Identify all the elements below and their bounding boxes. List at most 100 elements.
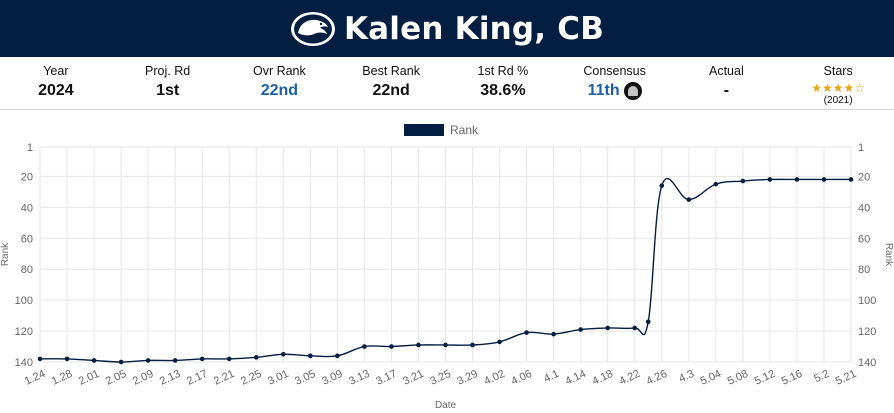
data-point — [497, 339, 502, 345]
stat-label: 1st Rd % — [477, 64, 529, 78]
stat-year: Year 2024 — [0, 57, 112, 109]
x-tick-label: 2.21 — [212, 368, 236, 388]
x-tick-label: 5.2 — [812, 368, 831, 385]
data-point — [172, 358, 178, 363]
player-name: Kalen King, CB — [343, 10, 605, 47]
data-point — [91, 358, 97, 363]
stat-best-rank: Best Rank 22nd — [335, 57, 447, 109]
x-tick-label: 3.05 — [293, 368, 317, 388]
stat-label: Stars — [823, 64, 853, 78]
x-tick-label: 4.14 — [563, 368, 587, 388]
y-tick-label-right: 20 — [858, 171, 870, 183]
x-tick-label: 4.1 — [542, 368, 561, 385]
x-tick-label: 5.04 — [699, 368, 723, 388]
stat-stars: Stars ★★★★☆ (2021) — [782, 57, 894, 109]
data-point — [659, 183, 665, 188]
data-point — [632, 325, 638, 331]
x-tick-label: 3.21 — [401, 368, 425, 388]
data-point — [335, 353, 340, 359]
stat-value: 22nd — [372, 82, 410, 99]
x-tick-label: 3.29 — [455, 368, 479, 388]
data-point — [118, 359, 124, 365]
y-tick-label-right: 60 — [858, 233, 870, 245]
stat-value: - — [723, 82, 730, 99]
stat-label: Year — [43, 64, 69, 78]
x-tick-label: 2.25 — [239, 368, 263, 388]
data-point — [821, 177, 827, 182]
data-point — [145, 358, 151, 363]
y-axis-title-left: Rank — [0, 242, 11, 266]
y-tick-label-right: 120 — [858, 326, 876, 338]
x-tick-label: 4.22 — [618, 368, 642, 388]
star-year: (2021) — [823, 95, 853, 106]
x-tick-label: 3.09 — [320, 368, 344, 388]
x-tick-label: 4.26 — [645, 368, 669, 388]
stat-label: Proj. Rd — [145, 64, 191, 78]
data-point — [64, 356, 70, 362]
data-point — [551, 331, 556, 337]
y-tick-label-right: 80 — [858, 264, 870, 276]
header-banner: Kalen King, CB — [0, 0, 894, 57]
stats-bar: Year 2024 Proj. Rd 1st Ovr Rank 22nd Bes… — [0, 57, 894, 110]
stat-label: Consensus — [583, 64, 646, 78]
x-tick-label: 3.25 — [428, 368, 452, 388]
y-tick-label-right: 1 — [858, 142, 864, 154]
x-tick-label: 1.28 — [50, 368, 74, 388]
y-tick-label-left: 20 — [21, 171, 33, 183]
data-point — [524, 330, 529, 335]
data-point — [226, 356, 232, 362]
x-tick-label: 3.01 — [266, 368, 290, 388]
x-tick-label: 4.02 — [482, 368, 506, 388]
y-tick-label-right: 40 — [858, 202, 870, 214]
x-tick-label: 3.17 — [374, 368, 398, 388]
stat-consensus: Consensus 11th — [559, 57, 671, 109]
x-tick-label: 1.24 — [23, 368, 47, 388]
x-tick-label: 3.13 — [347, 368, 371, 388]
y-tick-label-left: 80 — [21, 264, 33, 276]
consensus-value: 11th — [587, 82, 620, 99]
data-point — [308, 353, 313, 359]
data-point — [470, 342, 475, 348]
overall-rank-link[interactable]: 22nd — [260, 82, 299, 99]
x-tick-label: 2.05 — [104, 368, 128, 388]
x-tick-label: 4.3 — [677, 368, 696, 385]
data-point — [281, 351, 286, 357]
data-point — [713, 181, 719, 187]
y-tick-label-left: 120 — [15, 326, 33, 338]
stat-overall-rank: Ovr Rank 22nd — [224, 57, 336, 109]
data-point — [645, 319, 651, 325]
data-point — [848, 177, 854, 182]
stat-value: 38.6% — [480, 82, 526, 99]
stat-projected-round: Proj. Rd 1st — [112, 57, 224, 109]
stat-actual: Actual - — [671, 57, 783, 109]
data-point — [767, 177, 773, 182]
y-axis-title-right: Rank — [883, 243, 894, 267]
x-tick-label: 4.18 — [590, 368, 614, 388]
data-point — [253, 355, 259, 360]
star-rating: ★★★★☆ — [811, 81, 866, 95]
raiders-logo-icon — [623, 82, 642, 100]
stat-first-round-pct: 1st Rd % 38.6% — [447, 57, 559, 109]
x-tick-label: 2.13 — [158, 368, 182, 388]
x-tick-label: 2.17 — [185, 368, 209, 388]
data-point — [362, 344, 367, 349]
y-tick-label-left: 140 — [15, 357, 33, 369]
x-tick-label: 5.21 — [834, 368, 858, 388]
data-point — [199, 356, 205, 362]
stat-label: Actual — [709, 64, 744, 78]
y-tick-label-right: 100 — [858, 295, 876, 307]
consensus-link[interactable]: 11th — [588, 81, 642, 101]
series-line-rank — [39, 177, 851, 363]
y-tick-label-left: 1 — [27, 142, 33, 154]
data-point — [37, 356, 43, 362]
penn-state-nittany-lion-icon — [290, 11, 335, 46]
data-point — [740, 178, 746, 184]
y-tick-label-left: 40 — [21, 202, 33, 214]
data-point — [686, 197, 692, 202]
stat-label: Best Rank — [362, 64, 420, 78]
y-tick-label-right: 140 — [858, 357, 876, 369]
legend-swatch — [404, 124, 444, 136]
y-tick-label-left: 100 — [15, 295, 33, 307]
x-tick-label: 5.16 — [780, 368, 804, 388]
